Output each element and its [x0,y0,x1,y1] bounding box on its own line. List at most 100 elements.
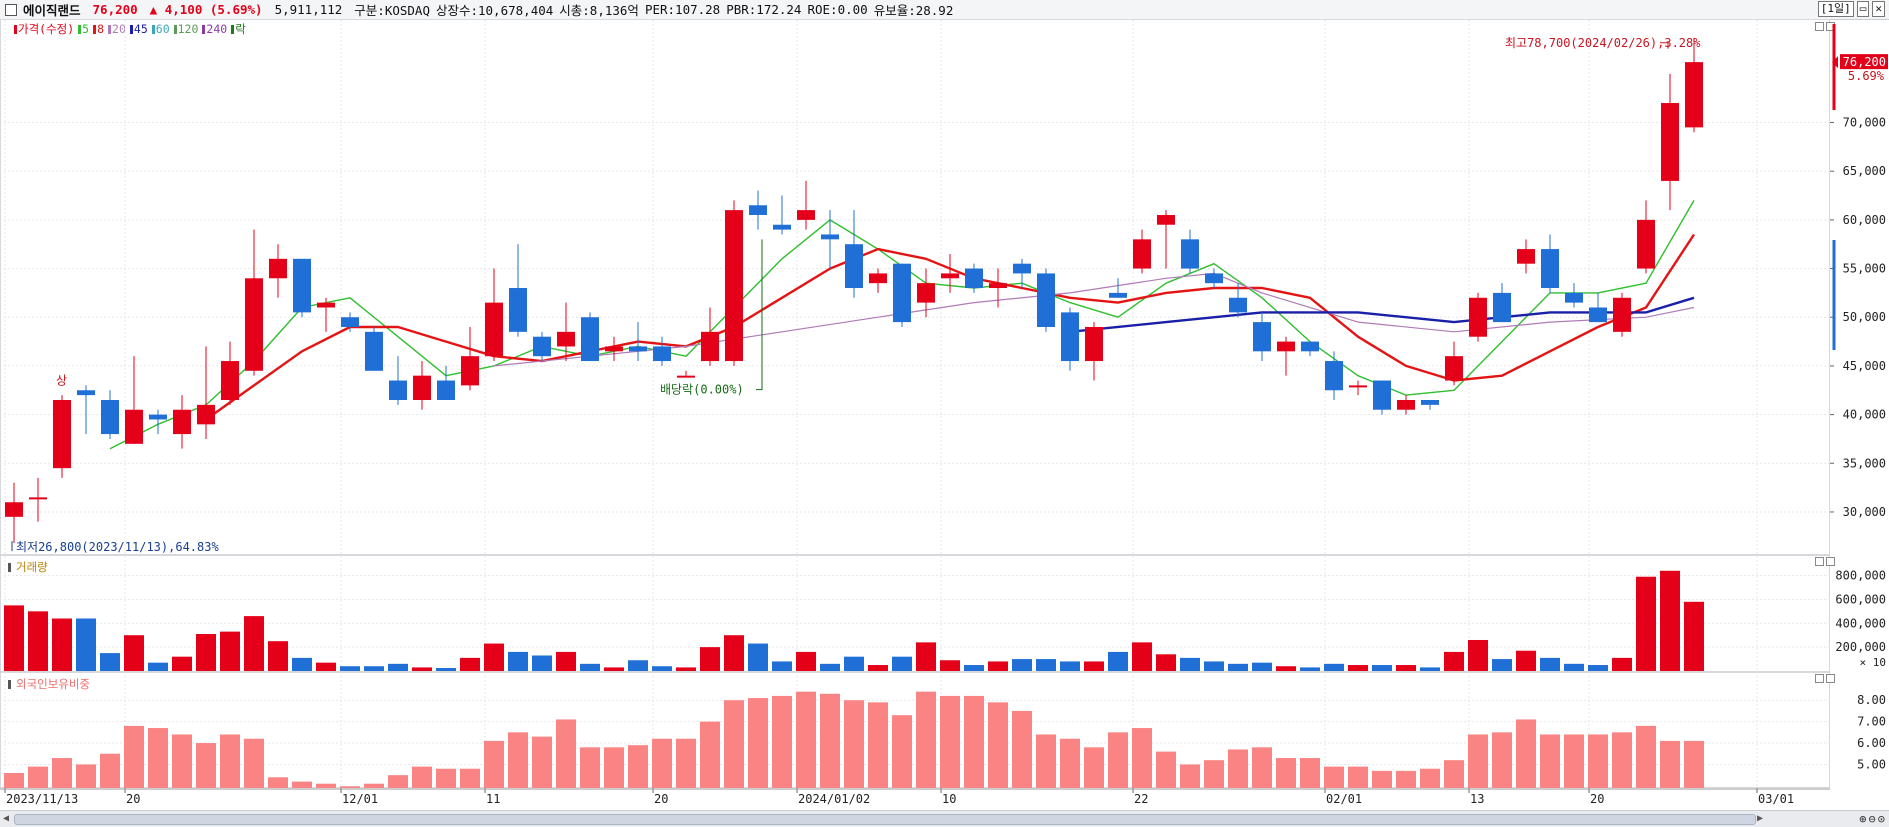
volume-bar [556,651,576,671]
volume-panel-buttons [1815,557,1835,566]
foreign-ratio-bar [1660,740,1680,788]
candle [29,477,47,522]
candle [1541,234,1559,293]
foreign-tick-label: 6.00 [1857,736,1886,750]
legend-ma120[interactable]: 120 [173,22,198,36]
zoom-out-icon[interactable]: ⊖ [1868,812,1876,826]
candle [197,346,215,439]
foreign-ratio-bar [484,740,504,788]
candle-body [1301,341,1319,352]
foreign-ratio-bar [1492,732,1512,788]
candle-body [605,346,623,352]
panel-restore-icon[interactable] [1815,22,1824,31]
time-scrollbar[interactable]: ◀ ▶ ⊕ ⊖ ⊙ [0,810,1889,827]
candle [509,244,527,337]
volume-legend[interactable]: 거래량 [8,559,48,575]
legend-ma8[interactable]: 8 [93,22,104,36]
volume-bar [364,666,384,671]
candle [1373,380,1391,415]
foreign-ratio-bar [796,691,816,788]
volume-bar [796,651,816,671]
price-legend: 가격(수정) 5 8 20 45 60 120 240 락 [14,21,246,37]
zoom-reset-icon[interactable]: ⊙ [1877,812,1885,826]
pbr-value: PBR:172.24 [726,2,802,17]
volume-bar [916,642,936,671]
candle-body [1013,263,1031,274]
restore-icon[interactable]: ▭ [1856,1,1870,17]
date-tick-label: 03/01 [1758,792,1794,806]
legend-ma240[interactable]: 240 [202,22,227,36]
volume-unit-label: × 10 [1860,656,1887,669]
volume-bar [1060,661,1080,671]
volume-bar [1036,659,1056,671]
price-tick-label: 30,000 [1843,505,1886,519]
volume-bar [604,667,624,671]
legend-ma5[interactable]: 5 [78,22,89,36]
candle-body [1661,103,1679,181]
volume-bar [388,663,408,671]
panel-restore-icon[interactable] [1815,674,1824,683]
candle [845,210,863,298]
candle-body [1109,292,1127,298]
candle-body [917,283,935,303]
period-button[interactable]: [1일] [1817,1,1854,17]
candle [389,356,407,405]
foreign-ratio-bar [220,734,240,788]
volume-bar [1276,666,1296,671]
foreign-ratio-bar [508,732,528,788]
foreign-ratio-bar [964,695,984,788]
panel-close-icon[interactable] [1826,674,1835,683]
candle-body [1229,297,1247,313]
candle-body [197,404,215,425]
price-tick-label: 65,000 [1843,164,1886,178]
candle-body [317,302,335,308]
volume-bar [1300,667,1320,671]
checkbox-icon[interactable] [5,3,17,16]
scroll-left-icon[interactable]: ◀ [3,813,10,824]
close-icon[interactable]: ✕ [1872,1,1885,17]
foreign-ratio-bar [532,736,552,788]
roe-value: ROE:0.00 [807,2,868,17]
candle [1229,283,1247,318]
foreign-ratio-bar [1636,725,1656,788]
candle-body [1133,239,1151,269]
foreign-ratio-bar [940,695,960,788]
candle-body [53,400,71,469]
volume-bar [1396,665,1416,671]
date-tick-label: 22 [1134,792,1148,806]
legend-ma45[interactable]: 45 [129,22,148,36]
market-type: 구분:KOSDAQ [354,3,430,18]
legend-price[interactable]: 가격(수정) [14,21,74,37]
scrollbar-thumb[interactable] [14,814,1756,825]
candle [1325,351,1343,400]
foreign-ratio-bar [244,738,264,788]
panel-close-icon[interactable] [1826,557,1835,566]
candle-body [1613,297,1631,332]
candle-body [365,331,383,371]
foreign-ratio-bar [1180,764,1200,788]
volume-bar [508,651,528,671]
last-pct-label: 5.69% [1848,69,1885,83]
volume-bar [532,655,552,671]
volume-bar [820,663,840,671]
scroll-right-icon[interactable]: ▶ [1757,813,1764,824]
legend-ex-dividend[interactable]: 락 [231,21,246,37]
candle [1301,341,1319,357]
stock-name[interactable]: 에이직랜드 [23,3,81,18]
legend-ma20[interactable]: 20 [108,22,126,36]
legend-ma60[interactable]: 60 [151,22,170,36]
volume-bar [1252,662,1272,671]
volume-bar [1636,576,1656,671]
volume-bar [700,647,720,671]
foreign-legend[interactable]: 외국인보유비중 [8,676,90,692]
high-annotation: 최고78,700(2024/02/26),3.28% [1505,36,1701,50]
low-annotation: 최저26,800(2023/11/13),64.83% [16,540,219,554]
last-price-label: 76,200 [1843,55,1886,69]
volume-bar [76,618,96,671]
candle [701,307,719,366]
candle-body [701,331,719,362]
panel-restore-icon[interactable] [1815,557,1824,566]
volume-bar [772,661,792,671]
candle [1661,73,1679,211]
zoom-in-icon[interactable]: ⊕ [1859,812,1867,826]
